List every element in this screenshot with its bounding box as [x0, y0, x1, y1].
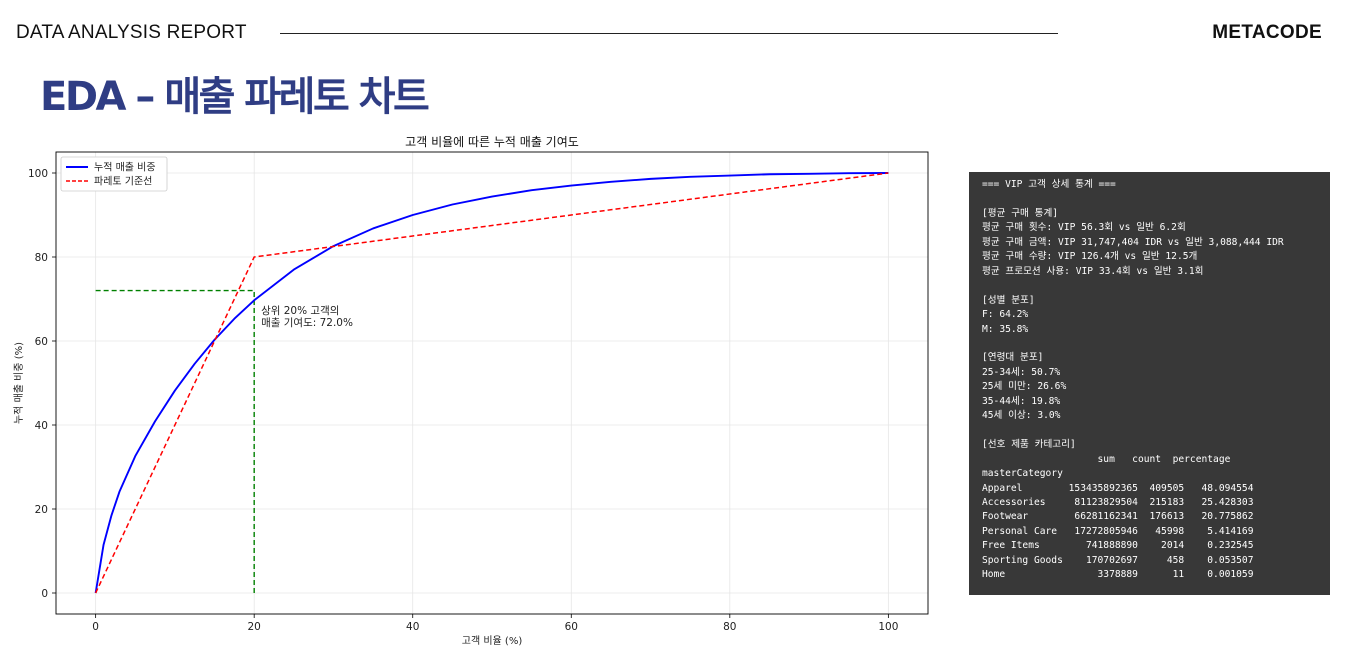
x-tick-label: 80 — [723, 621, 736, 633]
y-tick-label: 20 — [35, 504, 48, 516]
y-tick-label: 60 — [35, 336, 48, 348]
report-header-label: DATA ANALYSIS REPORT — [16, 22, 247, 43]
x-axis-label: 고객 비율 (%) — [462, 635, 523, 647]
vip-stats-text: === VIP 고객 상세 통계 === [평균 구매 통계] 평균 구매 횟수… — [982, 179, 1284, 581]
vip-stats-panel: === VIP 고객 상세 통계 === [평균 구매 통계] 평균 구매 횟수… — [969, 172, 1330, 595]
pareto-chart: 0 20 40 60 80 100 0 20 40 60 80 100 고객 비율에 따른 누적 매출 … — [13, 135, 929, 647]
chart-title: 고객 비율에 따른 누적 매출 기여도 — [405, 135, 579, 149]
y-tick-label: 100 — [28, 168, 48, 180]
legend-label: 파레토 기준선 — [94, 176, 152, 188]
x-tick-label: 20 — [247, 621, 260, 633]
header-divider — [280, 33, 1058, 34]
legend-label: 누적 매출 비중 — [94, 162, 156, 174]
x-tick-label: 60 — [565, 621, 578, 633]
brand-logo-text: METACODE — [1212, 22, 1322, 43]
series-line — [94, 172, 889, 594]
y-tick-label: 40 — [35, 420, 48, 432]
annotation-text: 상위 20% 고객의 — [261, 304, 339, 317]
legend-box — [60, 156, 168, 192]
x-tick-label: 100 — [878, 621, 898, 633]
y-tick-label: 80 — [35, 252, 48, 264]
annotation-text: 매출 기여도: 72.0% — [261, 317, 353, 329]
y-tick-label: 0 — [41, 588, 48, 600]
plot-frame — [55, 151, 929, 615]
page-title: EDA – 매출 파레토 차트 — [40, 74, 430, 120]
y-axis-label: 누적 매출 비중 (%) — [13, 342, 25, 424]
x-tick-label: 40 — [406, 621, 419, 633]
series-line — [94, 172, 889, 594]
x-tick-label: 0 — [92, 621, 99, 633]
